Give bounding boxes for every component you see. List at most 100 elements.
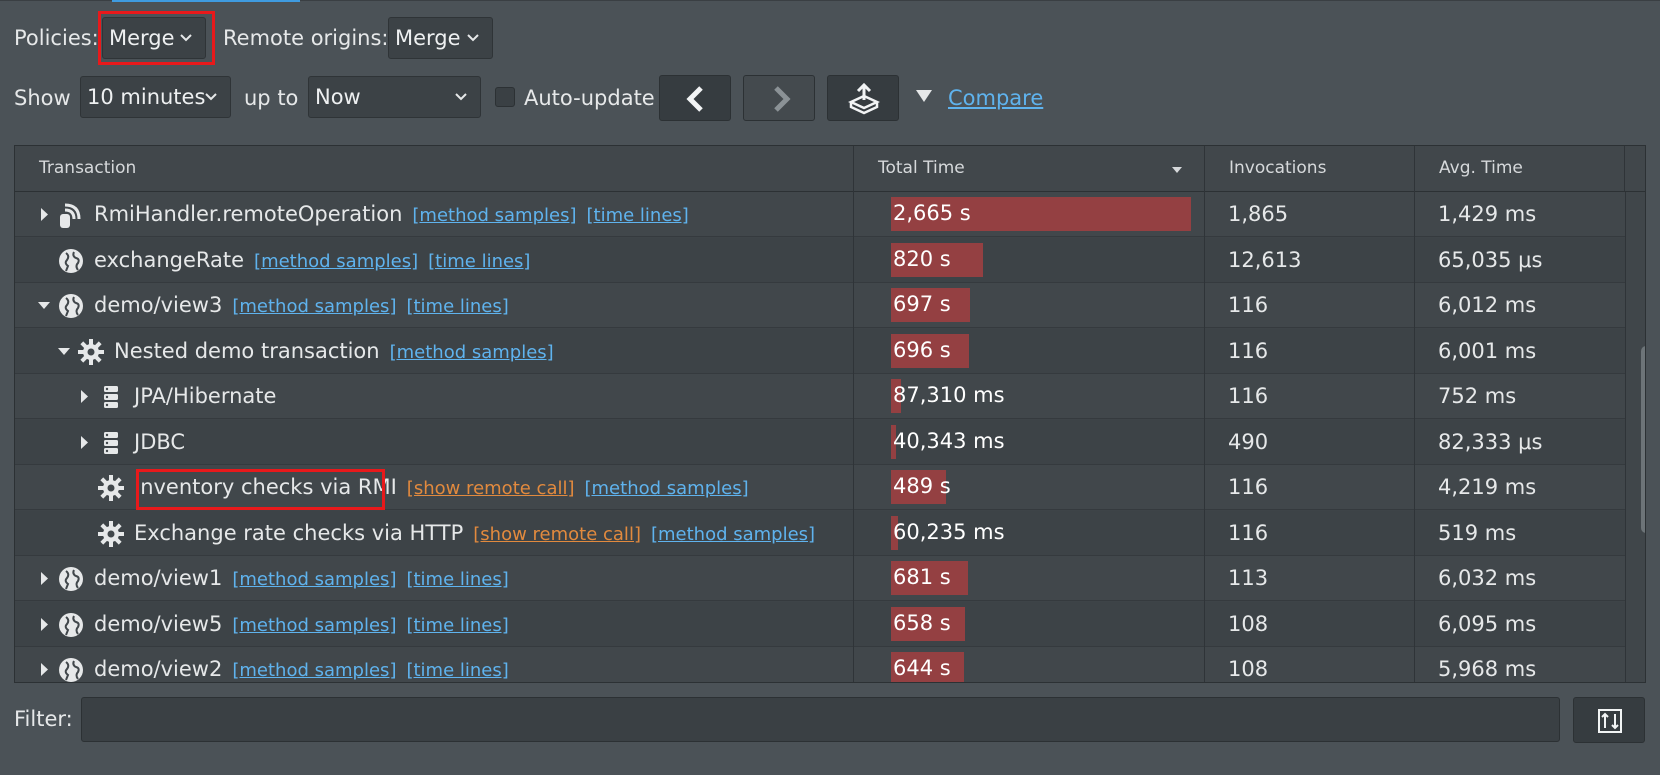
- expand-toggle-icon[interactable]: [36, 602, 52, 647]
- table-row[interactable]: demo/view1 [method samples] [time lines] 68…: [15, 556, 1625, 601]
- globe-icon: [57, 247, 85, 275]
- total-time-value: 696 s: [893, 338, 951, 362]
- expand-toggle-icon[interactable]: [36, 647, 52, 682]
- invocations-value: 113: [1228, 566, 1269, 590]
- total-time-bar: [891, 197, 1191, 231]
- time-lines-link[interactable]: [time lines]: [406, 615, 509, 636]
- time-lines-link[interactable]: [time lines]: [586, 205, 689, 226]
- collapse-toggle-icon[interactable]: [56, 329, 72, 374]
- avg-time-value: 752 ms: [1438, 384, 1517, 408]
- compare-toggle-icon[interactable]: [915, 89, 933, 103]
- table-header: Transaction Total Time Invocations Avg. …: [15, 146, 1645, 192]
- gear-icon: [97, 520, 125, 548]
- transaction-name: Nested demo transaction: [114, 339, 380, 363]
- expand-toggle-icon[interactable]: [36, 556, 52, 601]
- method-samples-link[interactable]: [method samples]: [232, 569, 397, 590]
- method-samples-link[interactable]: [method samples]: [254, 251, 419, 272]
- export-button[interactable]: [827, 75, 899, 121]
- transaction-name: JPA/Hibernate: [134, 384, 277, 408]
- transaction-name-cell: demo/view1 [method samples] [time lines]: [94, 556, 509, 601]
- filter-input[interactable]: [81, 697, 1560, 742]
- total-time-bar: [891, 652, 964, 682]
- table-row[interactable]: exchangeRate [method samples] [time lines]…: [15, 238, 1625, 283]
- table-row[interactable]: JDBC 40,343 ms 490 82,333 μs: [15, 420, 1625, 465]
- avg-time-value: 65,035 μs: [1438, 248, 1543, 272]
- time-lines-link[interactable]: [time lines]: [406, 296, 509, 317]
- globe-icon: [57, 611, 85, 639]
- highlight-box-inventory: [136, 469, 385, 510]
- total-time-value: 681 s: [893, 565, 951, 589]
- chevron-left-icon: [686, 86, 703, 112]
- avg-time-value: 6,095 ms: [1438, 612, 1537, 636]
- time-lines-link[interactable]: [time lines]: [406, 569, 509, 590]
- transaction-name-cell: JPA/Hibernate: [134, 374, 276, 419]
- expand-toggle-icon[interactable]: [76, 420, 92, 465]
- time-lines-link[interactable]: [time lines]: [406, 660, 509, 681]
- table-row[interactable]: demo/view2 [method samples] [time lines] 64…: [15, 647, 1625, 682]
- database-icon: [97, 429, 125, 457]
- show-remote-call-link[interactable]: [show remote call]: [473, 524, 641, 545]
- up-to-dropdown[interactable]: Now: [308, 76, 481, 118]
- table-row[interactable]: demo/view5 [method samples] [time lines] 65…: [15, 602, 1625, 647]
- transaction-name: Inventory checks via RMI: [134, 475, 397, 499]
- expand-toggle-icon[interactable]: [76, 374, 92, 419]
- time-range-dropdown[interactable]: 10 minutes: [80, 76, 231, 118]
- table-row[interactable]: Nested demo transaction [method samples] 6…: [15, 329, 1625, 374]
- total-time-bar: [891, 288, 970, 322]
- auto-update-checkbox[interactable]: [495, 87, 515, 107]
- total-time-bar: [891, 561, 968, 595]
- scrollbar-thumb[interactable]: [1641, 346, 1645, 533]
- total-time-bar: [891, 379, 901, 413]
- column-divider: [853, 146, 854, 682]
- policies-label: Policies:: [14, 26, 99, 50]
- transaction-name-cell: demo/view2 [method samples] [time lines]: [94, 647, 509, 682]
- table-row[interactable]: Exchange rate checks via HTTP [show remot…: [15, 511, 1625, 556]
- invocations-value: 1,865: [1228, 202, 1289, 226]
- policies-dropdown[interactable]: Merge: [102, 17, 206, 59]
- column-header-invocations[interactable]: Invocations: [1205, 146, 1415, 191]
- method-samples-link[interactable]: [method samples]: [232, 660, 397, 681]
- active-tab-indicator: [112, 0, 300, 2]
- chevron-down-icon: [180, 34, 192, 42]
- avg-time-value: 5,968 ms: [1438, 657, 1537, 681]
- table-row[interactable]: JPA/Hibernate 87,310 ms 116 752 ms: [15, 374, 1625, 419]
- table-row[interactable]: demo/view3 [method samples] [time lines] 69…: [15, 283, 1625, 328]
- transaction-name: demo/view2: [94, 657, 223, 681]
- previous-button[interactable]: [659, 75, 731, 121]
- method-samples-link[interactable]: [method samples]: [584, 478, 749, 499]
- total-time-value: 820 s: [893, 247, 951, 271]
- transaction-name: exchangeRate: [94, 248, 245, 272]
- method-samples-link[interactable]: [method samples]: [650, 524, 816, 545]
- vertical-scrollbar[interactable]: [1625, 192, 1645, 682]
- total-time-value: 40,343 ms: [893, 429, 1005, 453]
- remote-origins-dropdown[interactable]: Merge: [388, 17, 493, 59]
- table-row[interactable]: Inventory checks via RMI [show remote cal…: [15, 465, 1625, 510]
- avg-time-value: 4,219 ms: [1438, 475, 1537, 499]
- table-row[interactable]: RmiHandler.remoteOperation [method sample…: [15, 192, 1625, 237]
- filter-options-button[interactable]: [1573, 697, 1645, 743]
- avg-time-value: 6,012 ms: [1438, 293, 1537, 317]
- method-samples-link[interactable]: [method samples]: [389, 342, 554, 363]
- highlight-box-policies: [98, 11, 215, 65]
- next-button[interactable]: [743, 75, 815, 121]
- collapse-toggle-icon[interactable]: [36, 283, 52, 328]
- invocations-value: 116: [1228, 339, 1269, 363]
- expand-toggle-icon[interactable]: [36, 192, 52, 237]
- avg-time-value: 6,032 ms: [1438, 566, 1537, 590]
- show-label: Show: [14, 86, 71, 110]
- method-samples-link[interactable]: [method samples]: [412, 205, 577, 226]
- method-samples-link[interactable]: [method samples]: [232, 615, 397, 636]
- column-header-total-time[interactable]: Total Time: [854, 146, 1205, 191]
- globe-icon: [57, 565, 85, 593]
- sort-descending-icon: [1172, 167, 1182, 173]
- compare-link[interactable]: Compare: [948, 86, 1044, 110]
- total-time-bar: [891, 607, 965, 641]
- method-samples-link[interactable]: [method samples]: [232, 296, 397, 317]
- total-time-value: 489 s: [893, 474, 951, 498]
- show-remote-call-link[interactable]: [show remote call]: [406, 478, 575, 499]
- column-header-transaction[interactable]: Transaction: [15, 146, 854, 191]
- column-header-avg-time[interactable]: Avg. Time: [1415, 146, 1625, 191]
- time-lines-link[interactable]: [time lines]: [428, 251, 531, 272]
- top-divider: [0, 0, 1660, 1]
- transaction-name-cell: demo/view3 [method samples] [time lines]: [94, 283, 509, 328]
